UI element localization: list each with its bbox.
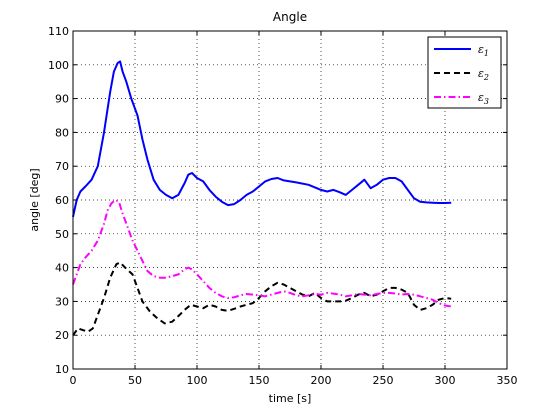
legend-label-subscript: 3 [484, 97, 489, 106]
legend-label-subscript: 2 [483, 73, 489, 82]
legend-label-symbol: ε [478, 67, 484, 80]
x-tick-label: 150 [249, 374, 270, 387]
y-tick-label: 100 [48, 59, 69, 72]
x-tick-label: 0 [70, 374, 77, 387]
y-tick-label: 110 [48, 25, 69, 38]
chart-title: Angle [273, 10, 307, 24]
legend-label-symbol: ε [478, 43, 484, 56]
y-tick-label: 50 [55, 228, 69, 241]
y-tick-label: 10 [55, 363, 69, 376]
series-line-1 [72, 60, 452, 218]
x-tick-label: 100 [187, 374, 208, 387]
legend-label-2: ε2 [478, 67, 489, 82]
x-axis-title: time [s] [269, 392, 312, 405]
y-tick-label: 20 [55, 329, 69, 342]
x-tick-label: 300 [435, 374, 456, 387]
legend-label-3: ε3 [478, 91, 489, 106]
x-tick-label: 200 [311, 374, 332, 387]
x-tick-label: 350 [497, 374, 518, 387]
y-tick-label: 60 [55, 194, 69, 207]
x-tick-label: 250 [373, 374, 394, 387]
series-layer [72, 60, 452, 336]
legend-label-1: ε1 [478, 43, 489, 58]
y-tick-label: 40 [55, 262, 69, 275]
x-tick-label: 50 [128, 374, 142, 387]
series-line-2 [72, 261, 452, 336]
legend-label-subscript: 1 [484, 49, 489, 58]
y-tick-label: 90 [55, 93, 69, 106]
legend-label-symbol: ε [478, 91, 484, 104]
series-line-3 [72, 199, 452, 308]
y-tick-label: 80 [55, 126, 69, 139]
axis-ticks: 0 50 100 150 200 250 300 350 10 20 30 40 50 60 70 80 90 1… [48, 25, 518, 387]
y-axis-title: angle [deg] [28, 168, 41, 231]
y-tick-label: 70 [55, 160, 69, 173]
y-tick-label: 30 [55, 295, 69, 308]
